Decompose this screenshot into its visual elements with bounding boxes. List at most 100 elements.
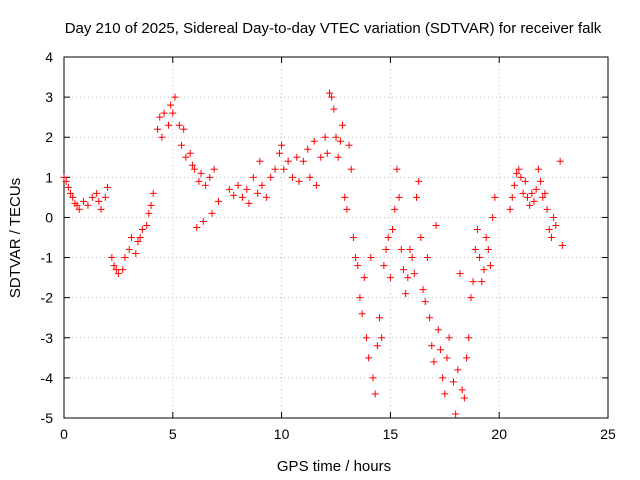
data-point xyxy=(225,185,233,193)
data-point xyxy=(254,189,262,197)
y-tick-label: -1 xyxy=(41,250,54,266)
data-point xyxy=(445,334,453,342)
data-point xyxy=(360,274,368,282)
y-tick-label: 2 xyxy=(45,129,53,145)
data-point xyxy=(428,342,436,350)
data-point xyxy=(541,189,549,197)
data-point xyxy=(415,177,423,185)
data-point xyxy=(114,270,122,278)
data-point xyxy=(299,157,307,165)
data-point xyxy=(293,153,301,161)
data-point xyxy=(230,191,238,199)
data-point xyxy=(134,238,142,246)
data-point xyxy=(169,109,177,117)
data-point xyxy=(125,246,133,254)
data-point xyxy=(371,390,379,398)
data-point xyxy=(138,225,146,233)
data-point xyxy=(214,197,222,205)
data-point xyxy=(312,181,320,189)
data-point xyxy=(489,213,497,221)
data-point xyxy=(491,193,499,201)
data-point xyxy=(186,149,194,157)
data-point xyxy=(515,165,523,173)
data-point xyxy=(69,193,77,201)
axis-ticks xyxy=(63,56,609,419)
data-point xyxy=(145,209,153,217)
data-point xyxy=(402,290,410,298)
data-point xyxy=(378,334,386,342)
data-point xyxy=(513,169,521,177)
data-point xyxy=(517,173,525,181)
data-point xyxy=(62,177,70,185)
data-point xyxy=(310,137,318,145)
data-point xyxy=(80,197,88,205)
data-point xyxy=(484,246,492,254)
data-point xyxy=(406,246,414,254)
chart-title: Day 210 of 2025, Sidereal Day-to-day VTE… xyxy=(65,20,602,37)
y-tick-label: 0 xyxy=(45,209,53,225)
data-point xyxy=(325,89,333,97)
x-tick-label: 0 xyxy=(60,426,68,442)
data-point xyxy=(356,294,364,302)
data-point xyxy=(341,193,349,201)
y-tick-label: 3 xyxy=(45,89,53,105)
data-point xyxy=(180,125,188,133)
data-point xyxy=(295,177,303,185)
data-point xyxy=(208,209,216,217)
data-point xyxy=(526,201,534,209)
data-point xyxy=(132,250,140,258)
data-point xyxy=(67,189,75,197)
data-point xyxy=(486,262,494,270)
data-point xyxy=(164,121,172,129)
data-point xyxy=(88,193,96,201)
data-point xyxy=(84,201,92,209)
x-tick-label: 25 xyxy=(600,426,616,442)
data-point xyxy=(413,193,421,201)
data-point xyxy=(193,223,201,231)
data-point xyxy=(450,378,458,386)
data-point xyxy=(136,234,144,241)
data-point xyxy=(460,394,468,402)
data-point xyxy=(306,173,314,181)
data-point xyxy=(550,213,558,221)
y-tick-labels: -5 -4 -3 -2 -1 0 1 2 3 4 xyxy=(41,49,54,426)
data-point xyxy=(256,157,264,165)
data-point xyxy=(354,262,362,270)
data-point xyxy=(121,254,129,262)
data-point xyxy=(97,205,105,213)
plot-frame xyxy=(63,56,609,419)
data-point xyxy=(397,246,405,254)
data-point xyxy=(206,173,214,181)
data-point xyxy=(469,278,477,286)
data-point xyxy=(171,93,179,101)
data-point xyxy=(101,193,109,201)
data-point xyxy=(95,197,103,205)
data-point xyxy=(245,199,253,207)
data-point xyxy=(278,141,286,149)
x-tick-label: 5 xyxy=(169,426,177,442)
data-point xyxy=(323,149,331,157)
data-point xyxy=(456,270,464,278)
data-point xyxy=(480,266,488,274)
y-tick-label: -4 xyxy=(41,370,54,386)
data-point xyxy=(249,173,257,181)
data-point xyxy=(201,181,209,189)
y-tick-label: -3 xyxy=(41,330,54,346)
x-tick-label: 10 xyxy=(274,426,290,442)
data-point xyxy=(443,354,451,362)
y-tick-label: -5 xyxy=(41,410,54,426)
data-point xyxy=(321,133,329,141)
data-points xyxy=(60,89,566,418)
data-point xyxy=(430,358,438,366)
data-point xyxy=(473,225,481,233)
data-point xyxy=(471,246,479,254)
data-point xyxy=(275,149,283,157)
data-point xyxy=(149,189,157,197)
data-point xyxy=(436,346,444,354)
data-point xyxy=(369,374,377,382)
data-point xyxy=(93,189,101,197)
data-point xyxy=(349,234,357,241)
data-point xyxy=(547,234,555,241)
data-point xyxy=(167,101,175,109)
y-tick-label: -2 xyxy=(41,290,54,306)
